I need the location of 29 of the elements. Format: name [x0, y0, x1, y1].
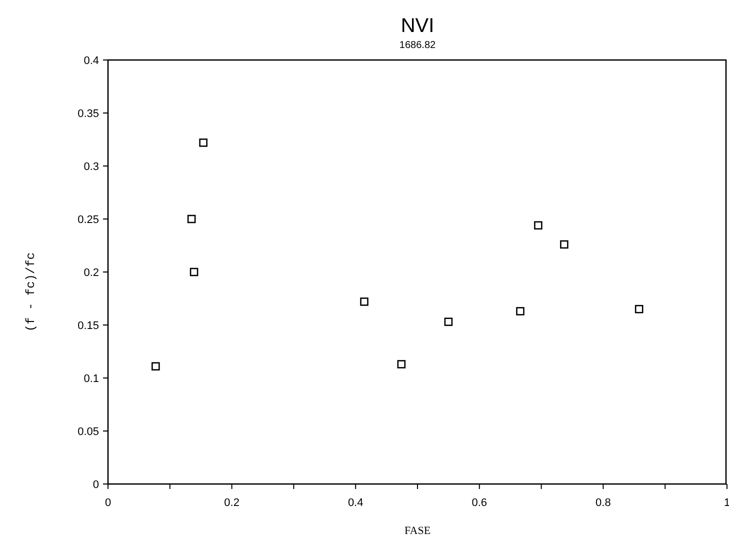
point — [534, 221, 542, 230]
x-tick-label: 0.6 — [472, 497, 488, 509]
point — [634, 304, 644, 314]
y-tick-label: 0.2 — [84, 266, 99, 279]
point — [199, 138, 208, 147]
y-tick-label: 0.3 — [84, 160, 99, 173]
y-tick-label: 0.15 — [78, 320, 99, 332]
point — [397, 360, 406, 368]
point — [560, 240, 568, 249]
y-tick-label: 0.25 — [78, 214, 99, 226]
chart-subtitle: 1686.82 — [399, 40, 436, 51]
y-tick-label: 0.1 — [84, 372, 99, 385]
y-tick-label: 0.05 — [78, 426, 99, 438]
x-tick-label: 0.2 — [224, 497, 240, 509]
y-tick-label: 0.35 — [78, 108, 99, 120]
x-tick-label: 0 — [104, 497, 112, 509]
point — [152, 362, 160, 370]
point — [360, 298, 368, 306]
y-axis-title: (f - fc)/fc — [24, 252, 38, 332]
point — [187, 214, 196, 224]
x-tick-label: 0.8 — [596, 497, 611, 509]
point — [190, 268, 198, 276]
point — [444, 318, 453, 326]
chart-title: NVI — [400, 15, 434, 37]
x-axis-title: FASE — [404, 525, 431, 537]
x-tick-label: 0.4 — [348, 497, 364, 509]
y-tick-label: 0 — [92, 478, 99, 491]
y-tick-label: 0.4 — [84, 54, 99, 67]
point — [516, 307, 524, 316]
